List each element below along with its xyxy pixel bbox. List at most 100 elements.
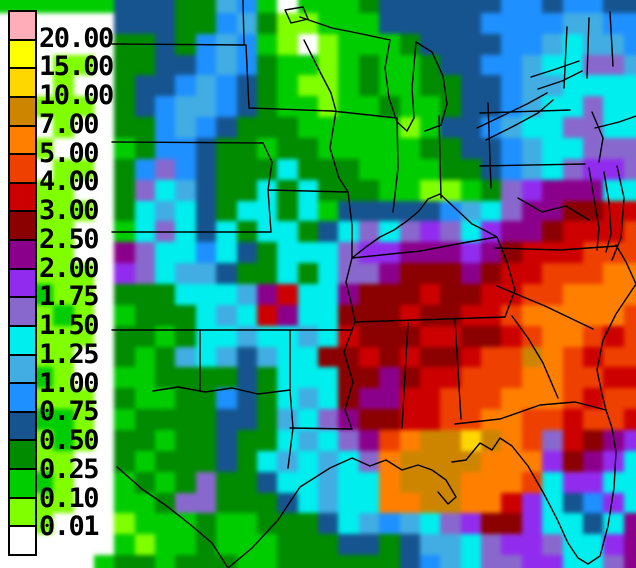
map-cell bbox=[501, 12, 522, 34]
map-cell bbox=[481, 325, 502, 347]
map-cell bbox=[114, 75, 135, 97]
map-cell bbox=[521, 200, 543, 222]
map-cell bbox=[195, 221, 217, 243]
map-cell bbox=[216, 430, 237, 451]
map-cell bbox=[399, 33, 420, 55]
map-cell bbox=[318, 555, 339, 568]
map-cell bbox=[73, 325, 94, 347]
map-cell bbox=[460, 450, 481, 472]
map-cell bbox=[481, 304, 502, 326]
map-cell bbox=[399, 138, 420, 159]
map-cell bbox=[419, 0, 441, 13]
map-cell bbox=[297, 0, 318, 13]
map-cell bbox=[582, 471, 604, 493]
map-cell bbox=[338, 284, 359, 305]
map-cell bbox=[297, 409, 318, 430]
map-cell bbox=[481, 409, 502, 430]
map-cell bbox=[379, 492, 400, 514]
map-cell bbox=[419, 555, 441, 568]
map-cell bbox=[358, 54, 380, 76]
map-cell bbox=[379, 263, 400, 284]
map-cell bbox=[195, 158, 217, 180]
map-cell bbox=[501, 75, 522, 97]
map-cell bbox=[562, 12, 583, 34]
map-cell bbox=[0, 0, 13, 13]
map-cell bbox=[501, 304, 522, 326]
map-cell bbox=[338, 12, 359, 34]
map-cell bbox=[501, 513, 522, 535]
map-cell bbox=[521, 555, 543, 568]
map-cell bbox=[134, 534, 155, 556]
map-cell bbox=[195, 450, 217, 472]
map-cell bbox=[603, 388, 624, 410]
map-cell bbox=[481, 221, 502, 243]
map-cell bbox=[521, 0, 543, 13]
map-cell bbox=[155, 346, 176, 368]
map-cell bbox=[297, 33, 318, 55]
map-cell bbox=[93, 138, 115, 159]
map-cell bbox=[379, 221, 400, 243]
map-cell bbox=[562, 200, 583, 222]
map-cell bbox=[93, 304, 115, 326]
map-cell bbox=[521, 304, 543, 326]
map-cell bbox=[379, 513, 400, 535]
map-cell bbox=[542, 0, 563, 13]
map-cell bbox=[603, 409, 624, 430]
map-cell bbox=[0, 555, 13, 568]
legend-swatch bbox=[10, 269, 35, 299]
map-cell bbox=[236, 221, 257, 243]
map-cell bbox=[460, 492, 481, 514]
map-cell bbox=[195, 96, 217, 118]
map-cell bbox=[297, 54, 318, 76]
map-cell bbox=[155, 200, 176, 222]
map-cell bbox=[256, 450, 278, 472]
map-cell bbox=[195, 138, 217, 159]
map-cell bbox=[379, 12, 400, 34]
map-cell bbox=[582, 492, 604, 514]
map-cell bbox=[379, 117, 400, 138]
map-cell bbox=[379, 430, 400, 451]
map-cell bbox=[582, 325, 604, 347]
map-cell bbox=[256, 221, 278, 243]
map-cell bbox=[481, 513, 502, 535]
map-cell bbox=[338, 471, 359, 493]
map-cell bbox=[32, 263, 54, 284]
map-cell bbox=[399, 534, 420, 556]
map-cell bbox=[460, 513, 481, 535]
map-cell bbox=[73, 388, 94, 410]
map-cell bbox=[542, 54, 563, 76]
map-cell bbox=[32, 388, 54, 410]
map-cell bbox=[582, 96, 604, 118]
map-cell bbox=[318, 388, 339, 410]
map-cell bbox=[460, 346, 481, 368]
map-cell bbox=[521, 430, 543, 451]
legend-value: 0.10 bbox=[39, 482, 100, 514]
map-cell bbox=[481, 534, 502, 556]
map-cell bbox=[256, 284, 278, 305]
map-cell bbox=[236, 367, 257, 389]
map-cell bbox=[419, 117, 441, 138]
map-cell bbox=[318, 284, 339, 305]
map-cell bbox=[603, 242, 624, 264]
map-cell bbox=[134, 96, 155, 118]
map-cell bbox=[419, 200, 441, 222]
map-cell bbox=[318, 513, 339, 535]
legend-value: 7.00 bbox=[39, 108, 100, 140]
map-cell bbox=[155, 117, 176, 138]
map-cell bbox=[53, 388, 74, 410]
map-cell bbox=[379, 409, 400, 430]
map-cell bbox=[521, 54, 543, 76]
map-cell bbox=[216, 200, 237, 222]
map-cell bbox=[53, 117, 74, 138]
map-cell bbox=[521, 346, 543, 368]
map-cell bbox=[358, 179, 380, 201]
map-cell bbox=[379, 555, 400, 568]
map-cell bbox=[582, 138, 604, 159]
map-cell bbox=[114, 513, 135, 535]
map-cell bbox=[521, 409, 543, 430]
map-cell bbox=[93, 388, 115, 410]
map-cell bbox=[582, 117, 604, 138]
map-cell bbox=[256, 388, 278, 410]
map-cell bbox=[32, 96, 54, 118]
map-cell bbox=[521, 117, 543, 138]
